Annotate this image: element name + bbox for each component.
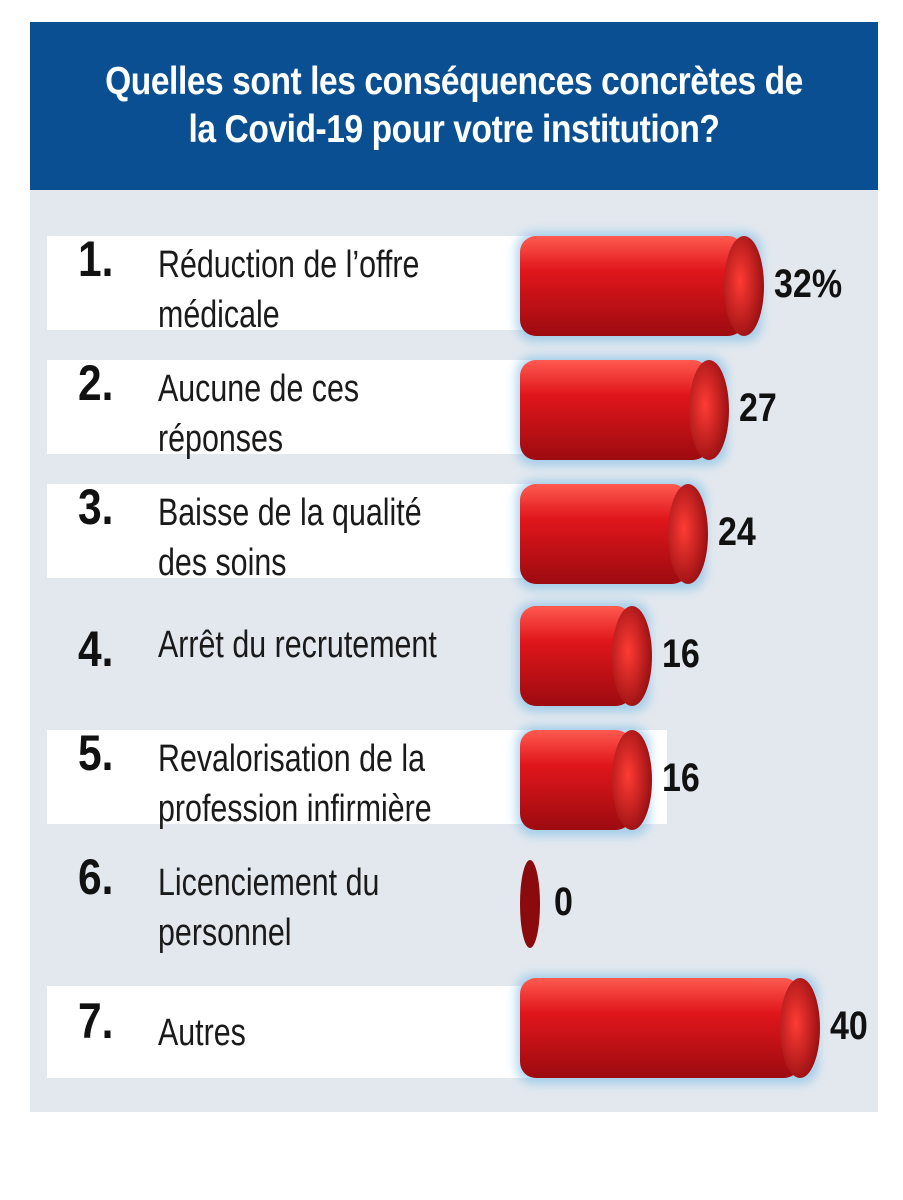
rank-number: 5. (78, 725, 114, 781)
category-label: Réduction de l’offre médicale (158, 244, 420, 336)
rank-number: 1. (78, 231, 114, 287)
category-label: Baisse de la qualité des soins (158, 492, 422, 584)
bar (520, 606, 632, 706)
chart-row: 6. Licenciement du personnel 0 (30, 849, 878, 954)
value-label: 16 (662, 632, 700, 676)
value-label: 27 (739, 386, 777, 430)
bar (520, 360, 709, 460)
category-label: Aucune de ces réponses (158, 368, 360, 460)
bar-end-cap (668, 484, 708, 584)
bar-end-cap (612, 606, 652, 706)
value-label: 24 (718, 510, 756, 554)
bar-end-cap (612, 730, 652, 830)
bar-end-cap (724, 236, 764, 336)
category-label: Arrêt du recrutement (158, 624, 437, 666)
value-label: 40 (830, 1004, 868, 1048)
rank-number: 6. (78, 849, 114, 905)
bar-end-cap (689, 360, 729, 460)
chart-row: 4. Arrêt du recrutement 16 (30, 606, 878, 706)
bar-end-cap (780, 978, 820, 1078)
bar (520, 978, 800, 1078)
bar (520, 484, 688, 584)
bar-zero-disc (520, 860, 540, 948)
rank-number: 7. (78, 993, 114, 1049)
chart-row: 5. Revalorisation de la profession infirm… (30, 725, 878, 830)
category-label: Autres (158, 1012, 246, 1054)
value-label: 32% (774, 262, 843, 306)
bar (520, 236, 744, 336)
value-label: 0 (554, 880, 573, 924)
value-label: 16 (662, 756, 700, 800)
rank-number: 3. (78, 479, 114, 535)
rank-number: 2. (78, 355, 114, 411)
chart-header: Quelles sont les conséquences concrètes … (30, 22, 878, 190)
chart-title: Quelles sont les conséquences concrètes … (105, 60, 803, 151)
category-label: Licenciement du personnel (158, 862, 380, 954)
category-label: Revalorisation de la profession infirmiè… (158, 738, 432, 830)
bar (520, 730, 632, 830)
rank-number: 4. (78, 621, 114, 677)
